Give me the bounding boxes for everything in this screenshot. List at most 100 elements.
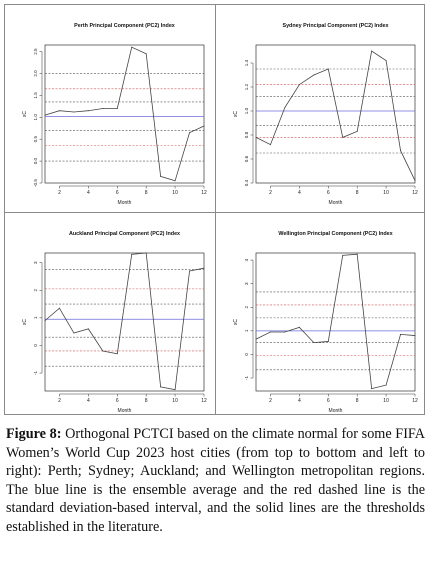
x-tick-label: 8 bbox=[145, 190, 148, 196]
data-point bbox=[58, 110, 60, 112]
data-point bbox=[255, 338, 257, 340]
data-point bbox=[269, 331, 271, 333]
data-point bbox=[160, 175, 162, 177]
plot-border bbox=[44, 44, 205, 184]
y-tick-label: 0.4 bbox=[244, 179, 249, 186]
plot-border bbox=[44, 252, 205, 392]
data-point bbox=[116, 353, 118, 355]
data-point bbox=[203, 125, 205, 127]
data-point bbox=[255, 136, 257, 138]
chart-title: Wellington Principal Component (PC2) Ind… bbox=[278, 231, 392, 237]
y-tick-label: 0.8 bbox=[244, 131, 249, 138]
y-tick-label: 0.6 bbox=[244, 155, 249, 162]
data-point bbox=[298, 84, 300, 86]
auckland-chart: Auckland Principal Component (PC2) Index… bbox=[5, 213, 214, 419]
data-point bbox=[342, 254, 344, 256]
x-tick-label: 12 bbox=[412, 398, 418, 404]
data-point bbox=[269, 144, 271, 146]
x-tick-label: 4 bbox=[298, 398, 301, 404]
figure-caption: Figure 8: Orthogonal PCTCI based on the … bbox=[6, 425, 425, 537]
data-point bbox=[174, 389, 176, 391]
y-tick-label: 1.2 bbox=[244, 83, 249, 90]
data-point bbox=[87, 328, 89, 330]
data-point bbox=[313, 342, 315, 344]
x-tick-label: 4 bbox=[87, 398, 90, 404]
data-point bbox=[385, 384, 387, 386]
pc2-index-line bbox=[44, 252, 205, 391]
perth-chart: Perth Principal Component (PC2) Index 2 4 6… bbox=[5, 5, 214, 211]
y-axis-title: xC bbox=[233, 319, 239, 326]
y-tick-label: 1.0 bbox=[33, 114, 38, 121]
x-tick-label: 6 bbox=[116, 398, 119, 404]
data-point bbox=[145, 53, 147, 55]
x-tick-label: 4 bbox=[87, 190, 90, 196]
data-point bbox=[414, 180, 416, 182]
wellington-chart: Wellington Principal Component (PC2) Ind… bbox=[216, 213, 425, 419]
sydney-chart: Sydney Principal Component (PC2) Index 2 4… bbox=[216, 5, 425, 211]
data-point bbox=[313, 74, 315, 76]
chart-title: Auckland Principal Component (PC2) Index bbox=[69, 231, 180, 237]
x-axis-title: Month bbox=[329, 408, 343, 414]
data-point bbox=[73, 111, 75, 113]
data-point bbox=[174, 180, 176, 182]
y-tick-label: 1.0 bbox=[244, 107, 249, 114]
plot-border bbox=[255, 44, 416, 184]
pc2-index-line bbox=[255, 50, 416, 181]
x-axis-title: Month bbox=[329, 200, 343, 206]
x-tick-label: 8 bbox=[356, 398, 359, 404]
data-point bbox=[189, 270, 191, 272]
data-point bbox=[356, 130, 358, 132]
data-point bbox=[400, 150, 402, 152]
y-axis-title: xC bbox=[22, 111, 28, 118]
x-tick-label: 8 bbox=[145, 398, 148, 404]
x-tick-label: 10 bbox=[383, 190, 389, 196]
x-tick-label: 10 bbox=[172, 398, 178, 404]
x-tick-label: 10 bbox=[172, 190, 178, 196]
data-point bbox=[385, 60, 387, 62]
x-axis-title: Month bbox=[118, 408, 132, 414]
x-tick-label: 8 bbox=[356, 190, 359, 196]
data-point bbox=[145, 252, 147, 254]
data-point bbox=[371, 50, 373, 52]
data-point bbox=[160, 386, 162, 388]
x-axis-title: Month bbox=[118, 200, 132, 206]
chart-svg: Sydney Principal Component (PC2) Index 2 4… bbox=[233, 23, 418, 206]
data-point bbox=[284, 106, 286, 108]
data-point bbox=[189, 132, 191, 134]
x-tick-label: 6 bbox=[327, 190, 330, 196]
y-tick-label: 3 bbox=[33, 261, 38, 264]
x-tick-label: 12 bbox=[412, 190, 418, 196]
data-point bbox=[298, 326, 300, 328]
data-point bbox=[327, 68, 329, 70]
x-tick-label: 6 bbox=[116, 190, 119, 196]
x-tick-label: 2 bbox=[269, 398, 272, 404]
x-tick-label: 12 bbox=[201, 190, 207, 196]
x-tick-label: 6 bbox=[327, 398, 330, 404]
y-tick-label: 0 bbox=[33, 344, 38, 347]
y-tick-label: 4 bbox=[244, 258, 249, 261]
data-point bbox=[73, 332, 75, 334]
data-point bbox=[203, 267, 205, 269]
data-point bbox=[371, 388, 373, 390]
figure-frame: Perth Principal Component (PC2) Index 2 4 6… bbox=[4, 4, 425, 415]
y-tick-label: -1 bbox=[244, 376, 249, 381]
y-tick-label: 2 bbox=[33, 289, 38, 292]
x-tick-label: 2 bbox=[58, 398, 61, 404]
y-tick-label: 1.5 bbox=[33, 92, 38, 99]
data-point bbox=[44, 320, 46, 322]
y-tick-label: 2.5 bbox=[33, 48, 38, 55]
data-point bbox=[284, 331, 286, 333]
pc2-index-line bbox=[255, 253, 416, 390]
caption-label: Figure 8: bbox=[6, 426, 62, 442]
y-tick-label: 2.0 bbox=[33, 70, 38, 77]
caption-text: Orthogonal PCTCI based on the climate no… bbox=[6, 426, 426, 535]
y-tick-label: -1 bbox=[33, 371, 38, 376]
data-point bbox=[356, 253, 358, 255]
data-point bbox=[102, 108, 104, 110]
y-axis-title: xC bbox=[233, 111, 239, 118]
x-tick-label: 4 bbox=[298, 190, 301, 196]
data-point bbox=[44, 114, 46, 116]
plot-border bbox=[255, 252, 416, 392]
y-tick-label: 2 bbox=[244, 306, 249, 309]
x-tick-label: 12 bbox=[201, 398, 207, 404]
